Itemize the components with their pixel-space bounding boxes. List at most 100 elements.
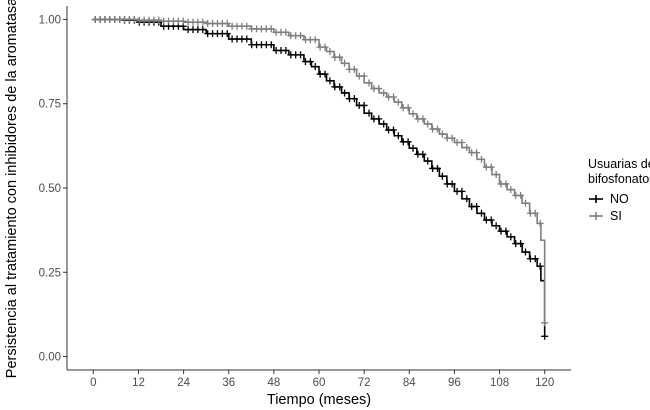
legend-item-no: NO [589,192,629,206]
censor-mark [336,83,344,91]
censor-mark [541,332,549,340]
censor-mark [321,43,329,51]
censor-mark [433,164,441,172]
censor-mark [492,222,500,230]
censor-mark [531,255,539,263]
censor-mark [448,134,456,142]
y-tick-label: 0.25 [39,267,61,279]
legend-title-line-2: bifosfonatos [588,172,650,186]
y-axis-ticks: 0.00 0.25 0.50 0.75 1.00 [39,14,67,364]
censor-mark [199,26,207,34]
censor-mark [389,126,397,134]
x-tick-label: 120 [535,377,554,389]
censor-mark [336,53,344,61]
censor-mark [521,199,529,207]
censor-mark [473,149,481,157]
censor-mark [380,120,388,128]
censor-mark [394,98,402,106]
censor-mark [223,30,231,38]
series-no [91,15,549,340]
censor-mark [350,65,358,73]
censor-mark [502,227,510,235]
censor-mark [458,187,466,195]
censor-mark [360,101,368,109]
y-axis-title: Persistencia al tratamiento con inhibido… [4,0,20,378]
censor-mark [223,20,231,28]
censor-mark [311,36,319,44]
censor-mark [517,240,525,248]
censor-mark [365,109,373,117]
x-tick-label: 72 [358,377,371,389]
censor-mark [507,186,515,194]
censor-mark [360,72,368,80]
censor-mark [306,58,314,66]
y-tick-label: 0.00 [39,352,61,364]
censor-mark [424,157,432,165]
censor-mark [492,171,500,179]
censor-mark [389,93,397,101]
x-tick-label: 12 [132,377,145,389]
censor-mark [380,89,388,97]
censor-mark [463,195,471,203]
censor-mark [297,32,305,40]
censor-mark [341,59,349,67]
censor-mark [199,18,207,26]
censor-mark [282,46,290,54]
censor-mark [404,104,412,112]
censor-mark [438,172,446,180]
x-tick-label: 24 [177,377,190,389]
y-tick-label: 0.75 [39,99,61,111]
censor-mark [419,150,427,158]
censor-mark [424,120,432,128]
censor-mark [477,209,485,217]
censor-mark [321,70,329,78]
censor-mark [438,130,446,138]
x-tick-label: 60 [313,377,326,389]
x-tick-label: 96 [448,377,461,389]
legend: Usuarias de bifosfonatos NO SI [588,157,650,223]
legend-label-si: SI [610,209,622,223]
censor-mark [404,138,412,146]
censor-mark [179,17,187,25]
x-axis-ticks: 0 12 24 36 48 60 72 84 96 108 120 [90,370,554,389]
censor-mark [487,163,495,171]
censor-mark [282,28,290,36]
censor-mark [409,144,417,152]
censor-mark [448,180,456,188]
legend-items: NO SI [589,192,629,223]
censor-mark [326,48,334,55]
censor-mark [267,41,275,49]
censor-mark [536,219,544,227]
censor-mark [487,216,495,224]
series-line-no [93,18,546,337]
censor-mark [267,25,275,33]
x-tick-label: 108 [490,377,509,389]
x-tick-label: 0 [90,377,96,389]
censor-mark [326,77,334,85]
x-tick-label: 48 [267,377,280,389]
x-axis-title: Tiempo (meses) [267,392,371,408]
censor-mark [419,115,427,123]
censor-mark [394,132,402,140]
censor-mark [243,22,251,30]
censor-mark [350,95,358,103]
censor-mark [297,51,305,59]
censor-mark [517,191,525,199]
censor-mark [541,319,549,327]
x-tick-label: 84 [403,377,416,389]
censor-mark [375,85,383,93]
series-layer [91,15,549,340]
censor-mark [502,180,510,188]
legend-label-no: NO [610,192,629,206]
censor-mark [155,16,163,24]
legend-title-line-1: Usuarias de [588,157,650,171]
censor-mark [521,248,529,256]
censor-mark [473,203,481,211]
censor-mark [536,262,544,270]
censor-mark [341,89,349,97]
censor-mark [365,79,373,87]
censor-mark [433,125,441,133]
legend-item-si: SI [589,209,622,223]
censor-mark [531,209,539,217]
